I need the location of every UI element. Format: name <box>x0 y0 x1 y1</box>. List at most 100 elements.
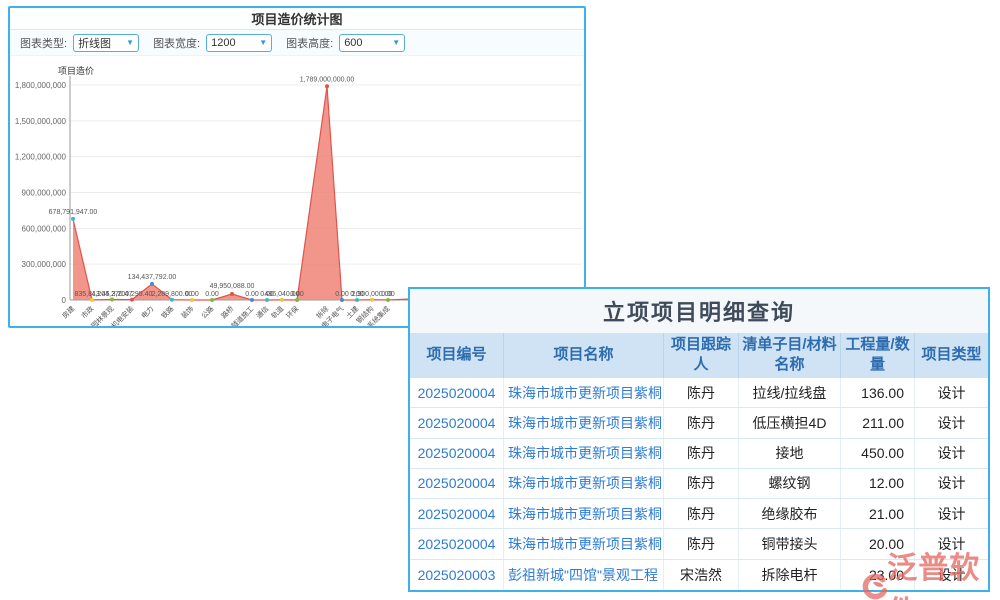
chart-toolbar: 图表类型: 折线图 ▼ 图表宽度: 1200 ▼ 图表高度: 600 ▼ <box>10 30 584 56</box>
table-body: 2025020004 珠海市城市更新项目紫桐 陈丹 拉线/拉线盘 136.00 设计 202… <box>410 377 988 590</box>
svg-text:0.00: 0.00 <box>381 291 395 298</box>
svg-text:电力: 电力 <box>139 304 155 320</box>
svg-text:835,813.45: 835,813.45 <box>74 291 109 298</box>
project-name-link[interactable]: 珠海市城市更新项目紫桐 <box>504 408 664 438</box>
project-name-link[interactable]: 珠海市城市更新项目紫桐 <box>504 499 664 529</box>
chart-title: 项目造价统计图 <box>251 12 343 27</box>
column-header: 项目跟踪人 <box>664 332 739 378</box>
svg-text:0.00: 0.00 <box>260 291 274 298</box>
material-cell: 螺纹钢 <box>739 468 841 499</box>
svg-text:园林景观: 园林景观 <box>89 304 115 326</box>
svg-text:0.00: 0.00 <box>185 291 199 298</box>
svg-text:300,000,000: 300,000,000 <box>22 260 67 269</box>
column-header: 项目名称 <box>504 332 664 378</box>
table-row[interactable]: 2025020004 珠海市城市更新项目紫桐 陈丹 绝缘胶布 21.00 设计 <box>410 499 988 530</box>
project-id-link[interactable]: 2025020003 <box>410 559 504 590</box>
svg-text:0: 0 <box>62 296 67 305</box>
project-id-link[interactable]: 2025020004 <box>410 529 504 559</box>
svg-text:49,950,088.00: 49,950,088.00 <box>210 283 255 290</box>
svg-text:通信: 通信 <box>254 304 270 320</box>
svg-text:600,000,000: 600,000,000 <box>22 224 67 233</box>
svg-text:0.00: 0.00 <box>350 291 364 298</box>
type-cell: 设计 <box>937 414 966 431</box>
chart-type-value: 折线图 <box>78 37 112 50</box>
quantity-cell: 21.00 <box>841 499 915 529</box>
project-id-link[interactable]: 2025020004 <box>410 499 504 529</box>
chart-type-select[interactable]: 折线图 ▼ <box>73 33 140 52</box>
column-header: 工程量/数量 <box>841 332 915 378</box>
table-row[interactable]: 2025020004 珠海市城市更新项目紫桐 陈丹 拉线/拉线盘 136.00 设计 <box>410 377 988 409</box>
chevron-down-icon: ▼ <box>126 38 135 47</box>
svg-text:项目造价: 项目造价 <box>58 65 94 76</box>
tracker-cell: 陈丹 <box>664 438 739 468</box>
project-name-link[interactable]: 珠海市城市更新项目紫桐 <box>504 529 664 559</box>
project-id-link[interactable]: 2025020004 <box>410 468 504 499</box>
svg-text:公路: 公路 <box>199 304 215 320</box>
type-cell: 设计 <box>937 445 966 462</box>
chart-panel: 项目造价统计图 图表类型: 折线图 ▼ 图表宽度: 1200 ▼ 图表高度: 6… <box>8 6 586 330</box>
type-cell: 设计 <box>937 384 966 401</box>
project-name-link[interactable]: 珠海市城市更新项目紫桐 <box>504 438 664 468</box>
project-name-link[interactable]: 彭祖新城"四馆"景观工程 <box>504 559 664 590</box>
chart-panel-header: 项目造价统计图 <box>10 8 584 30</box>
svg-text:环保: 环保 <box>284 304 300 320</box>
type-cell: 设计 <box>937 505 966 522</box>
svg-text:900,000,000: 900,000,000 <box>22 189 67 198</box>
tracker-cell: 陈丹 <box>664 468 739 499</box>
table-row[interactable]: 2025020004 珠海市城市更新项目紫桐 陈丹 铜带接头 20.00 设计 <box>410 529 988 560</box>
svg-text:4,204,270.47: 4,204,270.47 <box>92 291 133 298</box>
chart-width-label: 图表宽度: <box>153 37 201 50</box>
svg-text:2,900,000.00: 2,900,000.00 <box>352 291 393 298</box>
table-title: 立项项目明细查询 <box>410 289 988 333</box>
table-row[interactable]: 2025020004 珠海市城市更新项目紫桐 陈丹 接地 450.00 设计 <box>410 438 988 469</box>
type-cell: 设计 <box>937 566 966 583</box>
svg-text:机电安装: 机电安装 <box>109 304 135 326</box>
quantity-cell: 12.00 <box>841 468 915 499</box>
quantity-cell: 211.00 <box>841 408 915 438</box>
project-name-link[interactable]: 珠海市城市更新项目紫桐 <box>504 377 664 408</box>
svg-text:0.00: 0.00 <box>290 291 304 298</box>
project-id-link[interactable]: 2025020004 <box>410 438 504 468</box>
tracker-cell: 陈丹 <box>664 408 739 438</box>
chevron-down-icon: ▼ <box>392 38 401 47</box>
chart-width-value: 1200 <box>211 36 236 49</box>
material-cell: 接地 <box>739 438 841 468</box>
project-id-link[interactable]: 2025020004 <box>410 408 504 438</box>
svg-text:0.00: 0.00 <box>245 291 259 298</box>
svg-text:486,040.00: 486,040.00 <box>264 291 299 298</box>
chart-height-select[interactable]: 600 ▼ <box>339 33 406 52</box>
type-cell: 设计 <box>937 475 966 492</box>
table-row[interactable]: 2025020003 彭祖新城"四馆"景观工程 宋浩然 拆除电杆 23.00 设计 <box>410 559 988 590</box>
query-table-panel: 立项项目明细查询 项目编号 项目名称 项目跟踪人 清单子目/材料名称 工程量/数量 项目类… <box>408 287 990 592</box>
svg-text:2,289,800.00: 2,289,800.00 <box>152 291 193 298</box>
svg-text:路桥: 路桥 <box>219 304 235 320</box>
chart-height-label: 图表高度: <box>286 37 334 50</box>
quantity-cell: 136.00 <box>841 377 915 408</box>
material-cell: 铜带接头 <box>739 529 841 559</box>
tracker-cell: 陈丹 <box>664 529 739 559</box>
svg-text:隧道施工: 隧道施工 <box>229 304 255 326</box>
table-row[interactable]: 2025020004 珠海市城市更新项目紫桐 陈丹 低压横担4D 211.00 设计 <box>410 408 988 439</box>
chart-type-label: 图表类型: <box>20 37 68 50</box>
material-cell: 低压横担4D <box>739 408 841 438</box>
svg-text:轨道: 轨道 <box>269 304 285 320</box>
tracker-cell: 宋浩然 <box>664 559 739 590</box>
tracker-cell: 陈丹 <box>664 499 739 529</box>
project-id-link[interactable]: 2025020004 <box>410 377 504 408</box>
material-cell: 拉线/拉线盘 <box>739 377 841 408</box>
svg-text:1,200,000,000: 1,200,000,000 <box>15 153 67 162</box>
svg-text:1,789,000,000.00: 1,789,000,000.00 <box>300 76 355 83</box>
material-cell: 绝缘胶布 <box>739 499 841 529</box>
quantity-cell: 450.00 <box>841 438 915 468</box>
svg-text:房建: 房建 <box>60 304 76 320</box>
svg-text:1,500,000,000: 1,500,000,000 <box>15 117 67 126</box>
svg-text:678,791,947.00: 678,791,947.00 <box>49 209 98 216</box>
svg-text:铁路: 铁路 <box>159 304 175 320</box>
tracker-cell: 陈丹 <box>664 377 739 408</box>
area-chart-canvas: 1,800,000,000 1,500,000,000 1,200,000,000 9… <box>10 60 586 330</box>
table-row[interactable]: 2025020004 珠海市城市更新项目紫桐 陈丹 螺纹钢 12.00 设计 <box>410 468 988 500</box>
chart-width-select[interactable]: 1200 ▼ <box>206 33 273 52</box>
chevron-down-icon: ▼ <box>259 38 268 47</box>
svg-text:市政: 市政 <box>79 304 95 320</box>
project-name-link[interactable]: 珠海市城市更新项目紫桐 <box>504 468 664 499</box>
